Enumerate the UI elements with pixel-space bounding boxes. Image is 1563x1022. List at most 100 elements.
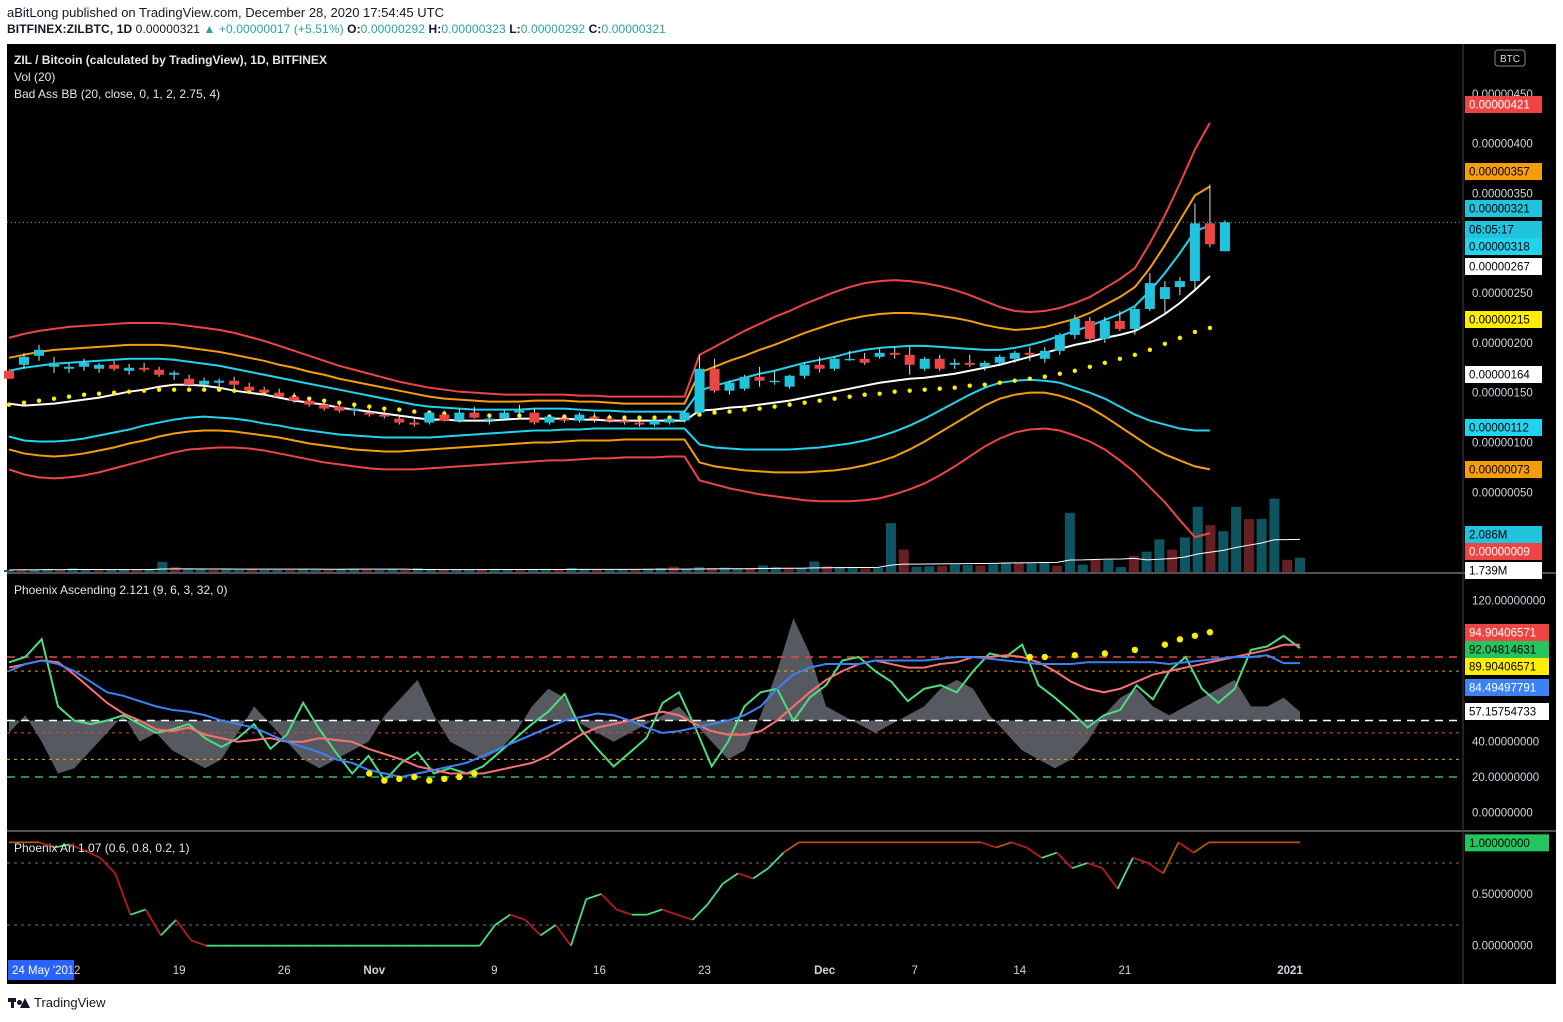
volume-bar <box>106 569 117 572</box>
volume-bar <box>489 568 500 572</box>
time-tick-label: 7 <box>911 965 917 977</box>
oscillator-dot <box>366 770 373 777</box>
candle-body <box>799 364 810 376</box>
oscillator-label-box <box>1465 658 1549 675</box>
indicator-legend-bb: Bad Ass BB (20, close, 0, 1, 2, 2.75, 4) <box>14 87 220 101</box>
sma-dot <box>1072 368 1078 373</box>
volume-bar <box>310 569 321 572</box>
oscillator-label-text: 57.15754733 <box>1469 707 1536 719</box>
sma-dot <box>1042 374 1048 379</box>
sma-dot <box>652 415 657 420</box>
candle-body <box>1204 223 1215 245</box>
sma-dot <box>922 387 927 392</box>
price-label-text: 0.00000215 <box>1469 315 1530 327</box>
time-tick-label: 16 <box>593 965 606 977</box>
price-tick-label: 0.00000200 <box>1472 338 1533 350</box>
volume-bar <box>67 568 78 572</box>
oscillator-tick-label: 40.00000000 <box>1472 737 1539 749</box>
candle-body <box>619 420 630 423</box>
chart-canvas[interactable]: ZIL / Bitcoin (calculated by TradingView… <box>0 44 1563 984</box>
oscillator-label-box <box>1465 679 1549 696</box>
time-axis-current-label: 24 May '20 <box>12 965 68 977</box>
candle-body <box>1099 320 1110 339</box>
ari-line-segment <box>494 913 511 926</box>
ari-line-segment <box>783 841 800 854</box>
oscillator-dot <box>471 770 478 777</box>
volume-bar <box>694 567 705 572</box>
candle-body <box>724 382 735 391</box>
sma-dot <box>186 387 192 392</box>
volume-bar <box>464 569 475 572</box>
volume-bar <box>387 569 398 572</box>
volume-bar <box>476 569 487 572</box>
time-tick-label: 2021 <box>1277 965 1303 977</box>
oscillator-label-box <box>1465 703 1549 720</box>
volume-bar <box>451 569 462 572</box>
oscillator-label-box <box>1465 641 1549 658</box>
volume-bar <box>55 569 66 572</box>
high-value: 0.00000323 <box>441 22 506 36</box>
candle-body <box>874 352 885 357</box>
currency-badge-label: BTC <box>1500 54 1520 65</box>
ari-line-segment <box>1147 862 1164 875</box>
volume-bar <box>783 567 794 572</box>
sma-dot <box>802 400 807 405</box>
sma-dot <box>352 402 357 407</box>
candle-body <box>1159 287 1170 300</box>
ari-line-segment <box>767 852 785 869</box>
sma-dot <box>156 387 162 392</box>
candle-body <box>1144 283 1155 309</box>
sma-dot <box>1207 325 1213 331</box>
sma-dot <box>51 396 57 401</box>
candle-body <box>49 362 60 367</box>
volume-bar <box>29 569 40 572</box>
candle-body <box>79 362 90 367</box>
high-label: H: <box>428 22 442 36</box>
oscillator-dot <box>1041 653 1049 661</box>
volume-bar <box>144 569 155 572</box>
candle-body <box>169 372 180 375</box>
candle-body <box>904 354 915 365</box>
ari-label-text: 1.00000000 <box>1469 838 1530 850</box>
ari-line-segment <box>1071 862 1088 870</box>
oscillator-dot <box>1131 646 1139 654</box>
candle-body <box>634 422 645 425</box>
volume-bar <box>860 568 871 572</box>
price-label-text: 0.00000073 <box>1469 465 1530 477</box>
ari-line-segment <box>585 893 602 901</box>
sma-dot <box>877 391 882 396</box>
volume-bar <box>195 569 206 572</box>
candle-body <box>349 408 360 411</box>
oscillator-tick-label: 120.00000000 <box>1472 595 1546 607</box>
volume-bar <box>438 569 449 572</box>
footer-brand-text: TradingView <box>34 995 106 1010</box>
bb-upper-inner-line <box>8 224 1211 413</box>
volume-bar <box>1103 559 1114 572</box>
oscillator-dot <box>1206 629 1214 636</box>
sma-dot <box>141 388 147 393</box>
volume-bar <box>643 568 654 572</box>
price-label-text: 0.00000112 <box>1469 423 1529 435</box>
candle-body <box>274 392 285 397</box>
ari-line-segment <box>1026 846 1043 859</box>
ari-line-segment <box>130 908 146 916</box>
price-label-box <box>1465 562 1542 579</box>
low-value: 0.00000292 <box>520 22 586 36</box>
publish-info: aBitLong published on TradingView.com, D… <box>7 5 444 20</box>
volume-bar <box>681 568 692 572</box>
oscillator-dot <box>396 775 403 782</box>
sma-dot <box>907 388 912 393</box>
oscillator-dot <box>381 777 388 784</box>
sma-dot <box>1087 364 1093 369</box>
candle-body <box>934 358 945 369</box>
volume-bar <box>579 569 590 572</box>
sma-dot <box>412 409 417 414</box>
sma-dot <box>952 385 957 390</box>
volume-bar <box>962 565 973 572</box>
candle-body <box>1129 308 1140 329</box>
ari-line-segment <box>555 924 572 947</box>
sma-dot <box>727 409 732 414</box>
sma-dot <box>862 392 867 397</box>
volume-bar <box>1179 537 1190 572</box>
time-axis-current-box <box>8 960 74 980</box>
